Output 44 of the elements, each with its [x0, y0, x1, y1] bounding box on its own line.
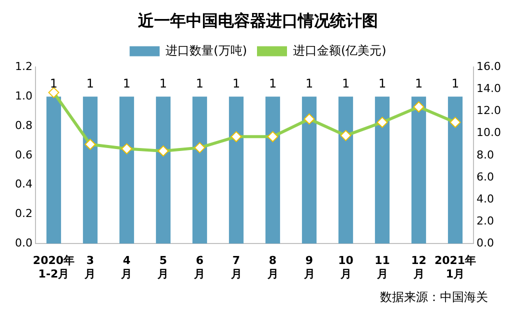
data-label: 1 [86, 76, 94, 91]
legend-label: 进口金额(亿美元) [293, 43, 386, 58]
y2-tick-label: 14.0 [476, 82, 502, 96]
y-tick-label: 0.4 [14, 178, 32, 191]
x-tick-label: 11 月 [374, 254, 390, 280]
data-label: 1 [50, 76, 58, 91]
data-label: 1 [122, 76, 131, 91]
x-tick-label: 2021年 1月 [434, 254, 476, 280]
data-label: 1 [342, 76, 350, 91]
chart-title: 近一年中国电容器进口情况统计图 [137, 10, 378, 30]
y-tick-label: 0.0 [14, 236, 32, 250]
y2-tick-label: 16.0 [476, 60, 502, 74]
y-tick-label: 0.6 [14, 148, 32, 162]
data-label: 1 [232, 76, 240, 91]
data-label: 1 [378, 76, 386, 91]
data-label: 1 [268, 76, 277, 91]
data-label: 1 [196, 76, 204, 91]
data-label: 1 [159, 76, 168, 91]
y2-tick-label: 8.0 [476, 148, 494, 162]
x-tick-label: 5 月 [156, 254, 169, 280]
data-label: 1 [451, 76, 460, 91]
x-tick-label: 6 月 [193, 254, 206, 280]
y-tick-label: 0.2 [14, 207, 32, 220]
y-tick-label: 1.2 [14, 60, 32, 74]
legend-label: 进口数量(万吨) [166, 43, 248, 58]
y-tick-label: 1.0 [14, 89, 32, 102]
x-tick-label: 2020年 1-2月 [32, 254, 75, 280]
y2-tick-label: 10.0 [476, 126, 502, 140]
x-tick-label: 10 月 [338, 254, 354, 280]
x-tick-label: 7 月 [230, 254, 242, 280]
data-label: 1 [414, 76, 423, 91]
y2-tick-label: 12.0 [476, 104, 502, 118]
data-label: 1 [305, 76, 314, 91]
y2-tick-label: 2.0 [476, 214, 494, 228]
x-tick-label: 8 月 [266, 254, 278, 280]
y-tick-label: 0.8 [14, 118, 32, 132]
y2-tick-label: 4.0 [476, 192, 494, 206]
x-tick-label: 4 月 [120, 254, 132, 280]
y2-tick-label: 0.0 [476, 236, 494, 250]
x-tick-label: 12 月 [411, 254, 426, 280]
x-tick-label: 3 月 [84, 254, 96, 280]
source-note: 数据来源：中国海关 [380, 290, 488, 304]
x-tick-label: 9 月 [302, 254, 315, 280]
y2-tick-label: 6.0 [476, 170, 494, 184]
